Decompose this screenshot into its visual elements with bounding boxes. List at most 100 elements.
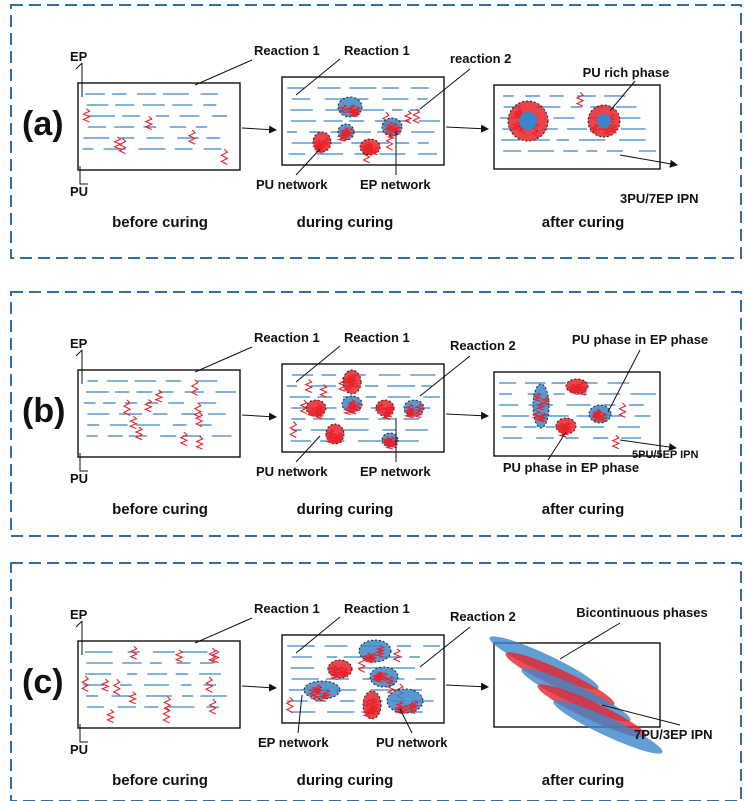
ep-axis-line	[75, 620, 83, 655]
pu-chain-mark	[538, 412, 549, 422]
panel-3: (c) EP PU before curing Reaction 1 during cur…	[10, 562, 742, 801]
pu-chain-mark	[174, 649, 184, 663]
pu-axis-line	[79, 166, 88, 185]
ipn-label: 5PU/5EP IPN	[632, 449, 698, 461]
flow-arrow-1	[241, 412, 277, 421]
pu-chain-mark	[187, 129, 197, 145]
pu-chain-mark	[285, 696, 295, 714]
pu-chain-mark	[144, 116, 154, 130]
reaction-1-label: Reaction 1	[254, 43, 320, 58]
pu-chain-mark	[195, 435, 205, 450]
flow-arrow-2	[445, 124, 489, 133]
network-1-leader	[297, 694, 303, 734]
pu-chain-mark	[385, 134, 394, 151]
pu-chain-mark	[289, 421, 298, 438]
reaction-1-leader	[194, 346, 253, 373]
reaction-1b-label: Reaction 1	[344, 330, 410, 345]
pu-chain-mark	[344, 127, 355, 137]
network-label-1: EP network	[258, 735, 329, 750]
pu-chain-mark	[321, 689, 332, 699]
pu-chain-mark	[555, 422, 566, 432]
pu-chain-mark	[208, 698, 218, 715]
reaction-1b-label: Reaction 1	[344, 43, 410, 58]
pu-chain-mark	[384, 121, 395, 131]
pu-chain-mark	[364, 654, 375, 664]
ipn-arrow	[619, 154, 678, 168]
pu-chain-mark	[299, 399, 309, 415]
reaction-1-label: Reaction 1	[254, 601, 320, 616]
panel-letter: (a)	[22, 105, 64, 143]
pu-chain-mark	[343, 375, 354, 385]
pu-axis-label: PU	[70, 471, 88, 486]
reaction-1b-leader	[295, 616, 341, 654]
pu-chain-mark	[128, 415, 138, 430]
pu-chain-mark	[558, 428, 569, 438]
pu-chain-mark	[374, 648, 386, 658]
reaction-2-label: Reaction 2	[450, 609, 516, 624]
pu-chain-mark	[342, 382, 353, 392]
pu-chain-mark	[611, 434, 621, 450]
pu-chain-mark	[143, 399, 153, 413]
flow-arrow-2	[445, 682, 489, 691]
pu-chain-mark	[312, 407, 324, 417]
pu-chain-mark	[154, 389, 164, 403]
pu-chain-mark	[330, 434, 341, 444]
pu-chain-mark	[383, 125, 394, 135]
pu-chain-mark	[346, 399, 357, 409]
pu-chain-mark	[346, 375, 358, 385]
pu-chain-mark	[339, 126, 351, 136]
pu-chain-mark	[381, 436, 392, 446]
stage-label-during-curing: during curing	[297, 772, 394, 789]
pu-chain-mark	[304, 378, 314, 393]
ipn-leader	[601, 704, 681, 726]
network-label-2: EP network	[360, 177, 431, 192]
stage-label-during-curing: during curing	[297, 214, 394, 231]
flow-arrow-2	[445, 411, 489, 420]
pu-chain-mark	[339, 668, 350, 678]
pu-chain-mark	[513, 110, 524, 120]
reaction-1b-leader	[295, 345, 341, 383]
reaction-2-leader	[419, 68, 471, 110]
pu-chain-mark	[535, 413, 546, 423]
panel-letter: (b)	[22, 392, 65, 430]
pu-chain-mark	[204, 676, 214, 693]
ep-axis-label: EP	[70, 336, 88, 351]
pu-chain-mark	[399, 704, 410, 714]
pu-chain-mark	[532, 392, 543, 402]
pu-axis-line	[79, 724, 88, 743]
pu-chain-mark	[327, 664, 339, 674]
reaction-1b-label: Reaction 1	[344, 601, 410, 616]
pu-chain-mark	[331, 667, 342, 677]
pu-chain-mark	[100, 678, 110, 692]
pu-chain-mark	[540, 396, 551, 406]
panel-border	[10, 291, 742, 537]
panel-border	[10, 4, 742, 259]
pu-chain-mark	[597, 413, 608, 423]
pu-chain-mark	[405, 409, 416, 419]
phase-leader	[559, 622, 621, 660]
pu-chain-mark	[337, 132, 348, 142]
pu-chain-mark	[118, 137, 127, 155]
reaction-1b-leader	[295, 58, 341, 96]
ipn-label: 7PU/3EP IPN	[634, 727, 713, 742]
ep-axis-label: EP	[70, 607, 88, 622]
panel-letter: (c)	[22, 663, 64, 701]
pu-chain-mark	[106, 709, 115, 723]
stage-label-before-curing: before curing	[112, 214, 208, 231]
stage-label-after-curing: after curing	[542, 772, 625, 789]
pu-chain-mark	[362, 708, 373, 718]
ep-phase-band	[553, 700, 663, 754]
pu-chain-mark	[82, 108, 91, 123]
pu-chain-mark	[406, 704, 418, 714]
pu-chain-mark	[403, 110, 413, 124]
pu-chain-mark	[128, 691, 138, 705]
pu-chain-mark	[313, 685, 324, 695]
pu-chain-mark	[618, 402, 627, 419]
pu-chain-mark	[344, 104, 356, 114]
pu-chain-mark	[589, 124, 600, 134]
phase-label: PU phase in EP phase	[572, 332, 708, 347]
reaction-1-leader	[194, 617, 253, 644]
pu-chain-mark	[350, 107, 361, 117]
pu-chain-mark	[211, 649, 220, 664]
